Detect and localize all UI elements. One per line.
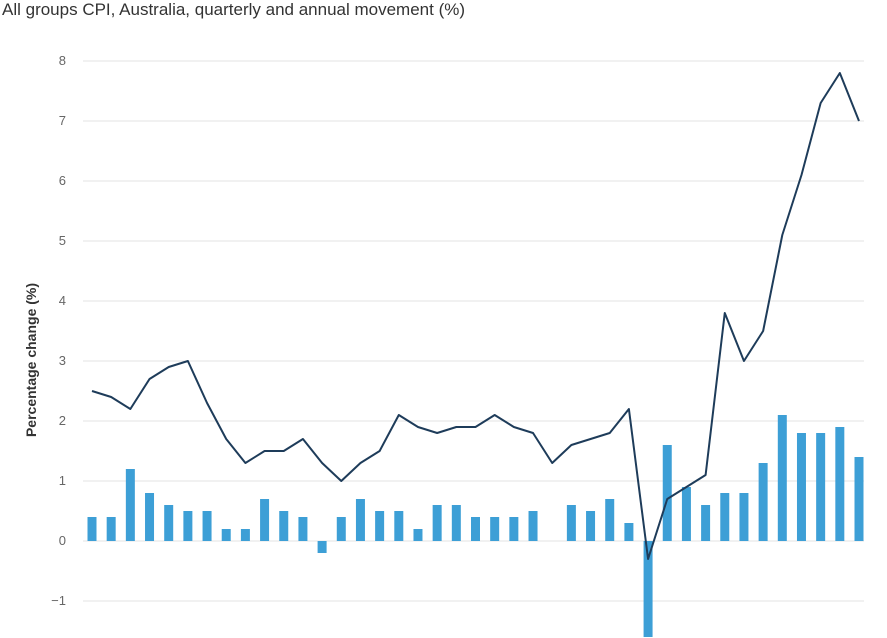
quarterly-bar (164, 505, 174, 541)
quarterly-bar (509, 517, 519, 541)
y-tick-label: 4 (59, 293, 66, 308)
quarterly-bar (796, 433, 806, 541)
quarterly-bar (221, 529, 231, 541)
y-tick-label: 7 (59, 113, 66, 128)
quarterly-bar (106, 517, 116, 541)
quarterly-bar (375, 511, 385, 541)
quarterly-bar (279, 511, 289, 541)
quarterly-bar (87, 517, 97, 541)
quarterly-bar (835, 427, 845, 541)
y-tick-label: 5 (59, 233, 66, 248)
y-tick-labels: 8 7 6 5 4 3 2 1 0 −1 (51, 53, 66, 608)
y-tick-label: 2 (59, 413, 66, 428)
quarterly-bar (624, 523, 634, 541)
quarterly-bar (317, 541, 327, 553)
quarterly-bars (87, 415, 864, 637)
quarterly-bar (681, 487, 691, 541)
quarterly-bar (413, 529, 423, 541)
annual-line-series (91, 72, 860, 560)
quarterly-bar (758, 463, 768, 541)
quarterly-bar (451, 505, 461, 541)
quarterly-bar (643, 541, 653, 637)
quarterly-bar (701, 505, 711, 541)
quarterly-bar (394, 511, 404, 541)
quarterly-bar (336, 517, 346, 541)
quarterly-bar (777, 415, 787, 541)
quarterly-bar (432, 505, 442, 541)
quarterly-bar (586, 511, 596, 541)
y-tick-label: 8 (59, 53, 66, 68)
y-tick-label: 1 (59, 473, 66, 488)
chart-title: All groups CPI, Australia, quarterly and… (2, 0, 466, 19)
quarterly-bar (145, 493, 155, 541)
y-tick-label: 0 (59, 533, 66, 548)
quarterly-bar (471, 517, 480, 541)
quarterly-bar (662, 445, 672, 541)
quarterly-bar (739, 493, 749, 541)
annual-movement-line (91, 72, 860, 560)
quarterly-bar (240, 529, 250, 541)
quarterly-bar (566, 505, 576, 541)
quarterly-bar (528, 511, 538, 541)
y-tick-label: 6 (59, 173, 66, 188)
quarterly-bar (490, 517, 500, 541)
quarterly-bar (183, 511, 193, 541)
quarterly-bar (298, 517, 308, 541)
quarterly-bar (355, 499, 365, 541)
quarterly-bar (816, 433, 826, 541)
quarterly-bar (605, 499, 615, 541)
quarterly-bar (260, 499, 270, 541)
quarterly-bar (854, 457, 864, 541)
y-tick-label: 3 (59, 353, 66, 368)
quarterly-bar (125, 469, 135, 541)
y-tick-label: −1 (51, 593, 66, 608)
quarterly-bar (720, 493, 730, 541)
quarterly-bar (202, 511, 212, 541)
